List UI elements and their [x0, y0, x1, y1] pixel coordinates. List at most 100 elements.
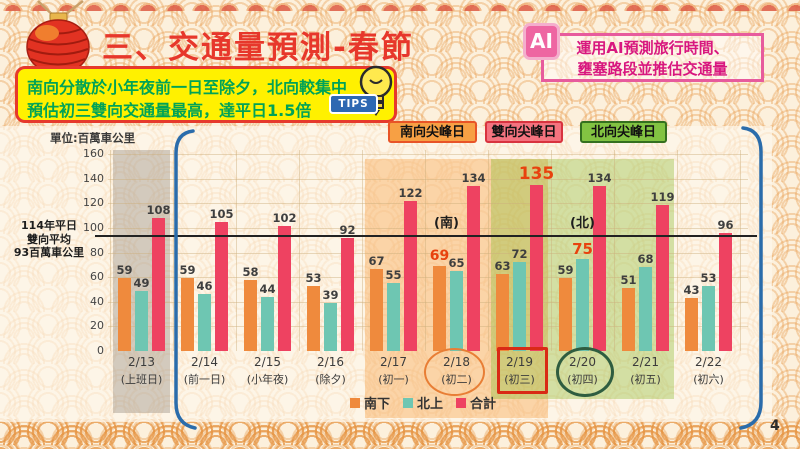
x-tick-date: 2/14 [191, 355, 218, 369]
bar-south [244, 279, 257, 351]
tips-badge: TIPS [329, 94, 378, 114]
bar-value-label: 49 [133, 275, 150, 290]
lantern-icon [26, 0, 90, 78]
bar-total [341, 237, 354, 351]
bar-value-label: 59 [116, 263, 133, 278]
gridline-horizontal [108, 203, 748, 205]
bar-value-label: 67 [368, 253, 385, 268]
gridline-vertical [740, 150, 741, 351]
marker-ellipse-green [556, 347, 614, 397]
tips-box: 南向分散於小年夜前一日至除夕，北向較集中 預估初三雙向交通量最高，達平日1.5倍 [15, 66, 397, 123]
south-peak-badge: 南向尖峰日 [388, 121, 477, 143]
y-tick-label: 0 [97, 344, 104, 357]
legend-swatch [403, 397, 414, 408]
gridline-vertical [677, 150, 678, 351]
tips-line-1: 南向分散於小年夜前一日至除夕，北向較集中 [27, 78, 348, 97]
x-tick-sublabel: (除夕) [315, 373, 346, 386]
bar-value-label: 134 [461, 171, 486, 186]
y-tick-label: 160 [83, 147, 104, 161]
average-note-line-2: 雙向平均 [27, 232, 71, 246]
gridline-horizontal [108, 277, 748, 279]
gridline-vertical [362, 150, 363, 351]
bar-value-label: 102 [272, 210, 297, 225]
gridline-horizontal [108, 301, 748, 303]
bar-value-label: 53 [700, 270, 717, 285]
gridline-horizontal [108, 228, 748, 229]
gridline-vertical [236, 150, 237, 351]
bar-value-label: 75 [572, 239, 593, 258]
bar-value-label: 108 [146, 203, 171, 218]
both-peak-badge: 雙向尖峰日 [485, 121, 563, 143]
x-tick-date: 2/17 [380, 355, 407, 369]
average-note-line-1: 114年平日 [21, 219, 77, 232]
bar-north [387, 283, 400, 351]
average-note-line-3: 93百萬車公里 [13, 246, 85, 259]
marker-rect-red [497, 347, 548, 394]
bar-total [593, 186, 606, 351]
north-direction-label: (北) [570, 216, 595, 231]
legend-item: 北上 [403, 393, 443, 412]
bar-south [370, 268, 383, 351]
gridline-vertical [614, 150, 615, 351]
bar-north [135, 290, 148, 351]
x-tick-date: 2/19 [506, 355, 533, 369]
bar-value-label: 65 [448, 256, 465, 271]
x-tick-date: 2/22 [695, 355, 722, 369]
page-number: 4 [770, 418, 780, 434]
tips-line-2: 預估初三雙向交通量最高，達平日1.5倍 [27, 101, 312, 120]
bar-north [576, 258, 589, 351]
bar-south [559, 278, 572, 351]
decorative-top-border [0, 0, 800, 11]
bar-value-label: 51 [620, 273, 637, 288]
decorative-bottom-border [0, 419, 800, 449]
bar-total [656, 204, 669, 351]
x-tick-sublabel: (上班日) [120, 373, 163, 386]
gridline-vertical [425, 150, 426, 351]
bar-value-label: 59 [179, 263, 196, 278]
bar-north [198, 294, 211, 351]
legend-item: 合計 [456, 393, 496, 412]
bar-total [152, 218, 165, 351]
legend: 南下 北上 合計 [350, 393, 496, 412]
north-peak-badge: 北向尖峰日 [580, 121, 667, 143]
page-title: 三、交通量預測-春節 [102, 30, 414, 66]
bar-value-label: 46 [196, 279, 213, 294]
bar-value-label: 55 [385, 268, 402, 283]
bar-value-label: 53 [305, 270, 322, 285]
x-tick-sublabel: (初一) [378, 373, 409, 386]
south-direction-label: (南) [434, 216, 459, 231]
bar-value-label: 39 [322, 288, 339, 303]
average-reference-line [95, 235, 757, 237]
bar-north [639, 267, 652, 351]
bar-north [702, 285, 715, 351]
gridline-horizontal [108, 252, 748, 254]
ai-note-box: 運用AI預測旅行時間、 壅塞路段並推估交通量 [541, 33, 764, 82]
period-bracket-right [739, 126, 763, 430]
x-tick-date: 2/16 [317, 355, 344, 369]
x-tick-sublabel: (初三) [504, 373, 535, 386]
bar-value-label: 92 [339, 222, 356, 237]
bar-value-label: 44 [259, 281, 276, 296]
y-tick-label: 40 [90, 294, 104, 308]
x-tick-sublabel: (初六) [693, 373, 724, 386]
bar-value-label: 63 [494, 258, 511, 273]
y-tick-label: 100 [83, 221, 104, 234]
average-baseline-note: 114年平日 雙向平均 93百萬車公里 [2, 219, 96, 260]
legend-item: 南下 [350, 393, 390, 412]
bar-value-label: 58 [242, 264, 259, 279]
bar-total [215, 221, 228, 351]
gridline-vertical [110, 150, 111, 351]
y-tick-label: 120 [83, 196, 104, 210]
gridline-vertical [488, 150, 489, 351]
x-tick-date: 2/15 [254, 355, 281, 369]
bar-value-label: 59 [557, 263, 574, 278]
bar-north [450, 271, 463, 351]
ai-badge: AI [523, 23, 560, 60]
bar-value-label: 135 [518, 163, 555, 184]
axis-unit-label: 單位:百萬車公里 [50, 131, 136, 145]
legend-label: 合計 [470, 397, 497, 412]
bar-south [496, 273, 509, 351]
bar-south [181, 278, 194, 351]
